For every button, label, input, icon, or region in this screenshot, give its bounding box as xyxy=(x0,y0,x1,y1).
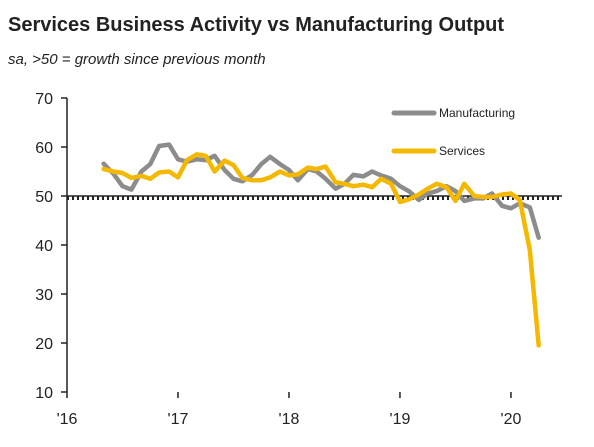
y-tick-label-30: 30 xyxy=(35,287,53,304)
x-tick-label-1: '17 xyxy=(168,411,189,428)
y-tick-label-20: 20 xyxy=(35,336,53,353)
series-line-services xyxy=(101,152,541,348)
chart-axes: 10 20 30 40 50 60 70 '16 '17 '18 '19 '20 xyxy=(35,91,521,428)
x-tick-label-3: '19 xyxy=(390,411,411,428)
legend-label-manufacturing: Manufacturing xyxy=(439,106,515,120)
y-tick-label-60: 60 xyxy=(35,140,53,157)
x-tick-label-2: '18 xyxy=(279,411,300,428)
y-tick-label-70: 70 xyxy=(35,91,53,108)
x-tick-label-0: '16 xyxy=(57,411,78,428)
chart-subtitle: sa, >50 = growth since previous month xyxy=(8,51,266,68)
chart-legend: Manufacturing Services xyxy=(391,106,515,158)
legend-label-services: Services xyxy=(439,144,485,158)
y-tick-label-40: 40 xyxy=(35,238,53,255)
series-lines xyxy=(101,142,541,348)
series-line-manufacturing xyxy=(101,142,541,240)
chart-title: Services Business Activity vs Manufactur… xyxy=(8,14,505,36)
x-tick-label-4: '20 xyxy=(501,411,522,428)
y-tick-label-10: 10 xyxy=(35,385,53,402)
y-tick-label-50: 50 xyxy=(35,189,53,206)
